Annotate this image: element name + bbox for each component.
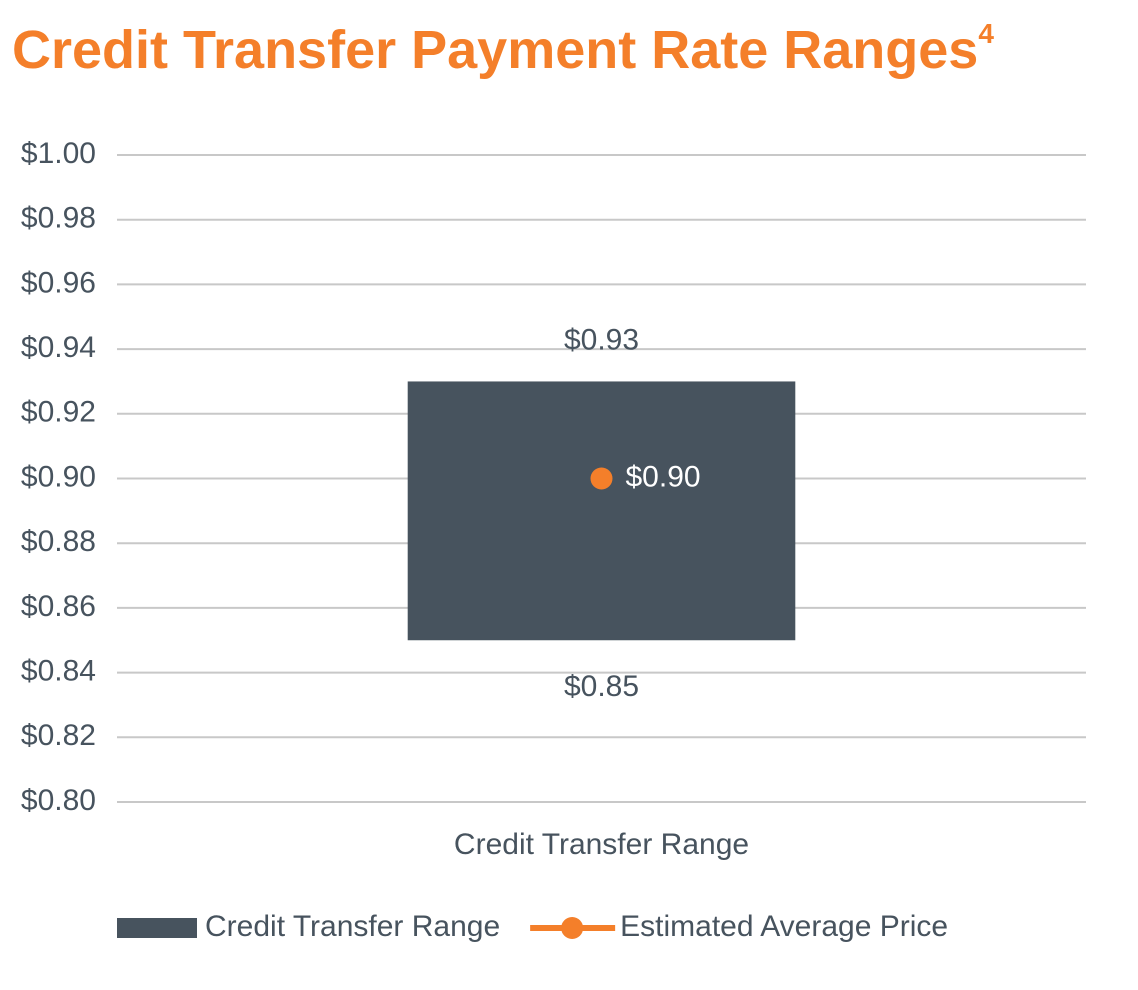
title-text: Credit Transfer Payment Rate Ranges xyxy=(12,20,978,80)
x-tick-label: Credit Transfer Range xyxy=(454,828,749,861)
y-tick-label: $0.90 xyxy=(21,460,96,493)
y-tick-label: $0.96 xyxy=(21,266,96,299)
range-bar xyxy=(407,381,796,641)
y-tick-label: $0.82 xyxy=(21,719,96,752)
point-label: $0.90 xyxy=(626,460,701,493)
y-tick-label: $1.00 xyxy=(21,137,96,170)
legend-swatch xyxy=(117,918,197,938)
y-tick-label: $0.86 xyxy=(21,590,96,623)
y-tick-label: $0.88 xyxy=(21,525,96,558)
point xyxy=(590,467,613,490)
low-label: $0.85 xyxy=(564,670,639,703)
title-superscript: 4 xyxy=(978,18,994,49)
y-tick-label: $0.92 xyxy=(21,396,96,429)
y-tick-label: $0.98 xyxy=(21,202,96,235)
legend-label: Credit Transfer Range xyxy=(205,910,500,943)
high-label: $0.93 xyxy=(564,323,639,356)
chart-title: Credit Transfer Payment Rate Ranges4 xyxy=(12,18,994,80)
y-tick-label: $0.84 xyxy=(21,655,96,688)
y-tick-label: $0.94 xyxy=(21,331,96,364)
legend-label: Estimated Average Price xyxy=(620,910,948,943)
y-tick-label: $0.80 xyxy=(21,784,96,817)
legend-swatch-dot xyxy=(561,917,584,939)
